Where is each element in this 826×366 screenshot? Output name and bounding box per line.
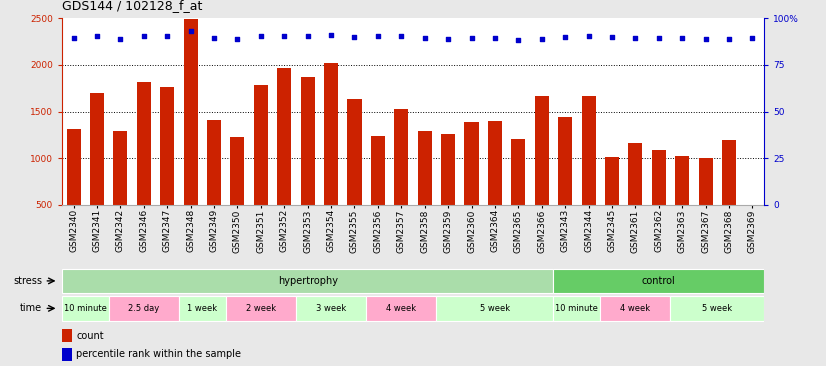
Bar [90, 93, 104, 252]
Bar [722, 139, 736, 252]
Text: 10 minute: 10 minute [64, 304, 107, 313]
Bar [207, 120, 221, 252]
Bar [534, 96, 548, 252]
Bar [160, 87, 174, 252]
Text: GDS144 / 102128_f_at: GDS144 / 102128_f_at [62, 0, 202, 12]
Point [67, 35, 80, 41]
Bar [179, 296, 225, 321]
Text: hypertrophy: hypertrophy [278, 276, 338, 286]
Point [582, 33, 595, 39]
Point [160, 34, 173, 40]
Text: count: count [76, 331, 104, 341]
Point [746, 36, 759, 41]
Text: stress: stress [13, 276, 42, 286]
Text: 2 week: 2 week [246, 304, 276, 313]
Bar [699, 158, 713, 252]
Point [184, 29, 197, 34]
Bar [418, 131, 432, 252]
Point [301, 33, 314, 39]
Bar [348, 100, 362, 252]
Bar [441, 134, 455, 252]
Bar [582, 96, 596, 252]
Point [348, 34, 361, 40]
Bar [113, 131, 127, 252]
Point [605, 34, 619, 40]
Point [722, 36, 735, 42]
Point [488, 36, 501, 41]
Point [230, 36, 244, 42]
Point [511, 37, 525, 43]
Bar [558, 117, 572, 252]
Bar [371, 136, 385, 252]
Bar [225, 296, 296, 321]
Bar [278, 68, 292, 252]
Point [558, 34, 572, 40]
Point [465, 35, 478, 41]
Point [372, 33, 385, 39]
Bar [629, 143, 643, 252]
Text: 10 minute: 10 minute [555, 304, 598, 313]
Bar [109, 296, 179, 321]
Text: time: time [20, 303, 42, 313]
Bar [366, 296, 436, 321]
Bar [745, 206, 759, 252]
Bar [553, 269, 764, 293]
Point [254, 33, 268, 39]
Bar [296, 296, 366, 321]
Text: percentile rank within the sample: percentile rank within the sample [76, 349, 241, 359]
Text: 5 week: 5 week [480, 304, 510, 313]
Point [395, 33, 408, 39]
Bar [62, 269, 553, 293]
Point [699, 36, 712, 42]
Bar [394, 109, 408, 252]
Bar [230, 137, 244, 252]
Bar [436, 296, 553, 321]
Point [278, 33, 291, 39]
Point [629, 35, 642, 41]
Bar [671, 296, 764, 321]
Point [652, 36, 665, 41]
Bar [324, 63, 338, 252]
Point [207, 35, 221, 41]
Point [418, 35, 431, 41]
Bar [254, 85, 268, 252]
Bar [301, 77, 315, 252]
Point [90, 33, 104, 39]
Bar [488, 121, 502, 252]
Text: 1 week: 1 week [188, 304, 217, 313]
Bar [605, 157, 619, 252]
Text: 2.5 day: 2.5 day [128, 304, 159, 313]
Bar [183, 19, 197, 252]
Bar [511, 139, 525, 252]
Bar [62, 296, 109, 321]
Point [441, 36, 454, 42]
Text: 4 week: 4 week [620, 304, 650, 313]
Bar [553, 296, 601, 321]
Bar [137, 82, 151, 252]
Point [676, 35, 689, 41]
Point [325, 32, 338, 38]
Bar [62, 348, 73, 361]
Text: 3 week: 3 week [316, 304, 346, 313]
Point [535, 36, 548, 42]
Text: 4 week: 4 week [387, 304, 416, 313]
Point [137, 33, 150, 38]
Text: 5 week: 5 week [702, 304, 733, 313]
Bar [62, 329, 73, 342]
Bar [601, 296, 671, 321]
Text: control: control [642, 276, 676, 286]
Bar [675, 156, 689, 252]
Bar [652, 150, 666, 252]
Bar [67, 129, 81, 252]
Bar [464, 122, 478, 252]
Point [114, 36, 127, 42]
